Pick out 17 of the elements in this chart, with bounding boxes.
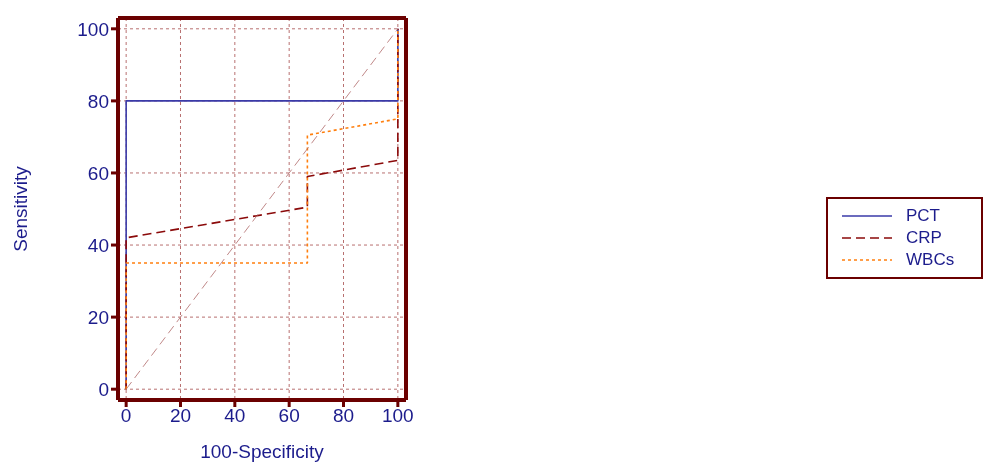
y-axis-title: Sensitivity xyxy=(9,165,31,252)
y-tick-label: 20 xyxy=(87,306,109,328)
y-tick-label: 100 xyxy=(77,18,109,40)
legend-label: CRP xyxy=(906,228,942,248)
x-axis-title: 100-Specificity xyxy=(200,441,325,462)
y-tick-label: 80 xyxy=(87,90,109,112)
x-tick-label: 100 xyxy=(382,405,414,427)
x-tick-label: 20 xyxy=(169,405,192,427)
x-tick-label: 40 xyxy=(224,405,246,427)
legend-label: PCT xyxy=(906,206,940,226)
y-tick-label: 0 xyxy=(98,378,109,400)
y-tick-label: 40 xyxy=(87,234,109,256)
y-tick-label: 60 xyxy=(87,162,109,184)
legend-label: WBCs xyxy=(906,250,955,270)
x-tick-label: 60 xyxy=(278,405,300,427)
x-tick-label: 0 xyxy=(120,405,132,427)
x-tick-label: 80 xyxy=(332,405,355,427)
